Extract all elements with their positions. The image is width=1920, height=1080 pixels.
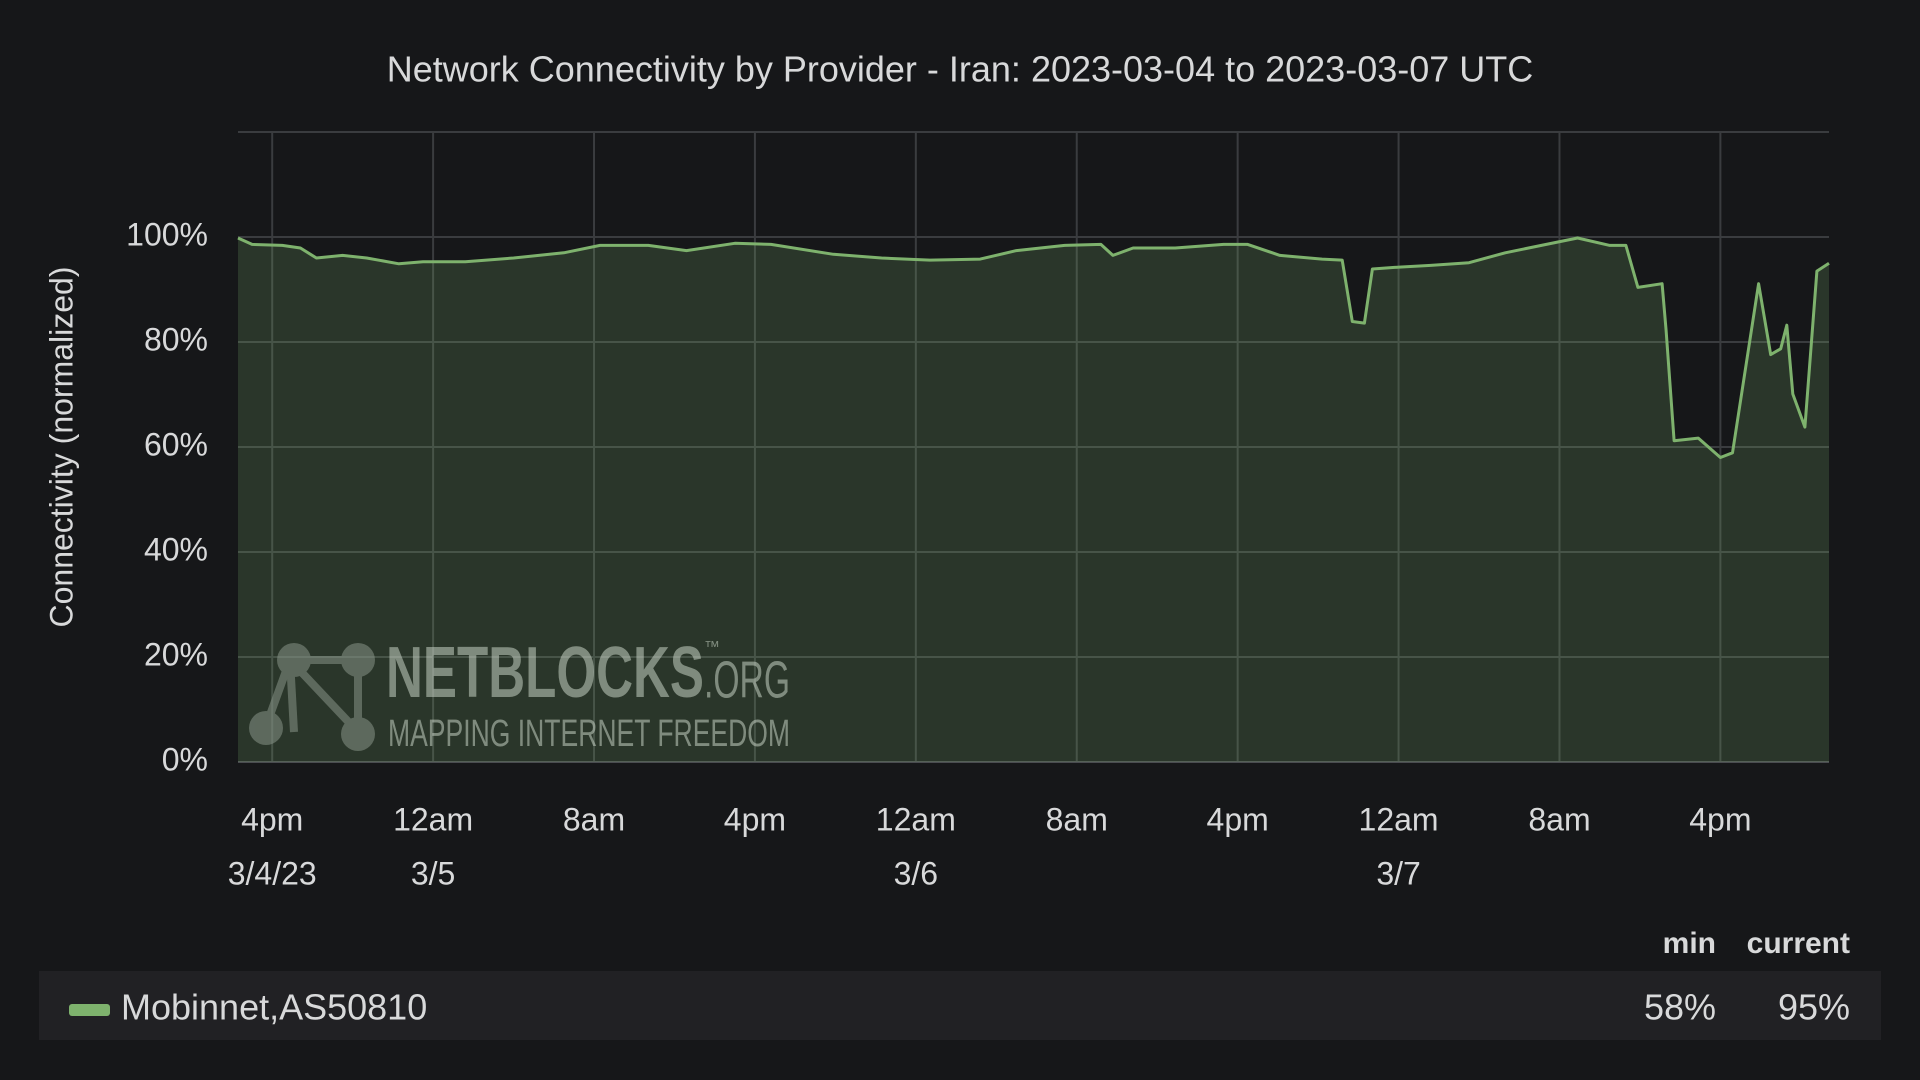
- x-tick-label: 12am: [1359, 801, 1439, 837]
- y-tick-label: 100%: [126, 216, 208, 252]
- x-tick-label: 12am: [876, 801, 956, 837]
- y-axis-label: Connectivity (normalized): [43, 266, 79, 627]
- series-area: [238, 238, 1829, 762]
- x-tick-label: 8am: [1046, 801, 1108, 837]
- series-line: [237, 236, 1830, 459]
- legend-stat: 58%: [1644, 987, 1716, 1028]
- y-tick-label: 0%: [162, 741, 208, 777]
- x-tick-date: 3/6: [894, 855, 938, 891]
- y-tick-label: 60%: [144, 426, 208, 462]
- legend-swatch: [69, 1004, 110, 1016]
- x-tick-label: 8am: [1528, 801, 1590, 837]
- x-tick-label: 4pm: [241, 801, 303, 837]
- x-tick-label: 4pm: [1689, 801, 1751, 837]
- watermark-node: [341, 643, 375, 677]
- legend-stat: 95%: [1778, 987, 1850, 1028]
- watermark-suffix: .ORG: [704, 652, 790, 710]
- legend-column-header: min: [1663, 927, 1716, 960]
- watermark-name: NETBLOCKS: [386, 633, 704, 713]
- legend-column-header: current: [1747, 927, 1850, 960]
- x-tick-label: 4pm: [1207, 801, 1269, 837]
- watermark-tagline: MAPPING INTERNET FREEDOM: [388, 713, 790, 755]
- y-tick-label: 20%: [144, 636, 208, 672]
- y-tick-label: 40%: [144, 531, 208, 567]
- legend-label: Mobinnet,AS50810: [121, 987, 427, 1028]
- chart-title: Network Connectivity by Provider - Iran:…: [387, 49, 1534, 90]
- legend-band: [39, 971, 1881, 1040]
- x-tick-date: 3/4/23: [228, 855, 317, 891]
- watermark-node: [277, 643, 311, 677]
- watermark-tm: ™: [704, 639, 720, 656]
- x-tick-label: 8am: [563, 801, 625, 837]
- watermark-node: [249, 711, 283, 745]
- x-tick-date: 3/7: [1376, 855, 1420, 891]
- watermark-node: [341, 717, 375, 751]
- x-tick-label: 12am: [393, 801, 473, 837]
- x-tick-label: 4pm: [724, 801, 786, 837]
- y-tick-label: 80%: [144, 321, 208, 357]
- x-tick-date: 3/5: [411, 855, 455, 891]
